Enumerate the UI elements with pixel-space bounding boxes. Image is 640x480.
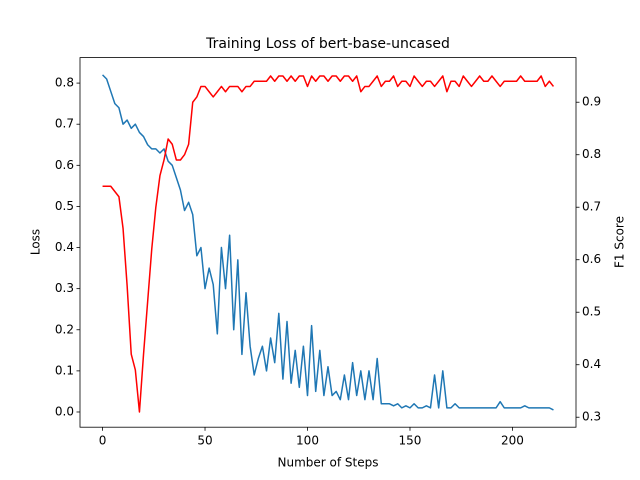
x-tick-label: 50 (197, 434, 212, 448)
y-tick-label: 0.0 (55, 404, 74, 418)
x-tick-label: 200 (501, 434, 524, 448)
y2-tick-label: 0.5 (582, 305, 601, 319)
y-tick-label: 0.4 (55, 240, 74, 254)
y-tick-label: 0.8 (55, 76, 74, 90)
x-tick-label: 150 (399, 434, 422, 448)
data-line (102, 74, 554, 411)
y-axis-label: Loss (29, 229, 43, 255)
y-tick-label: 0.6 (55, 158, 74, 172)
y-tick-label: 0.3 (55, 281, 74, 295)
y2-tick-label: 0.4 (582, 357, 601, 371)
y2-axis-label: F1 Score (613, 216, 627, 268)
x-axis-label: Number of Steps (278, 456, 379, 470)
y-tick-label: 0.1 (55, 363, 74, 377)
y-tick-label: 0.5 (55, 199, 74, 213)
x-tick-label: 0 (99, 434, 107, 448)
y-tick-label: 0.2 (55, 322, 74, 336)
x-tick-label: 100 (296, 434, 319, 448)
y2-tick-label: 0.7 (582, 200, 601, 214)
y-tick-label: 0.7 (55, 117, 74, 131)
plot-frame (79, 57, 577, 428)
chart-title: Training Loss of bert-base-uncased (205, 36, 450, 52)
y2-tick-label: 0.3 (582, 410, 601, 424)
y2-tick-label: 0.8 (582, 147, 601, 161)
data-line (102, 75, 555, 413)
y2-tick-label: 0.9 (582, 95, 601, 109)
y2-tick-label: 0.6 (582, 252, 601, 266)
